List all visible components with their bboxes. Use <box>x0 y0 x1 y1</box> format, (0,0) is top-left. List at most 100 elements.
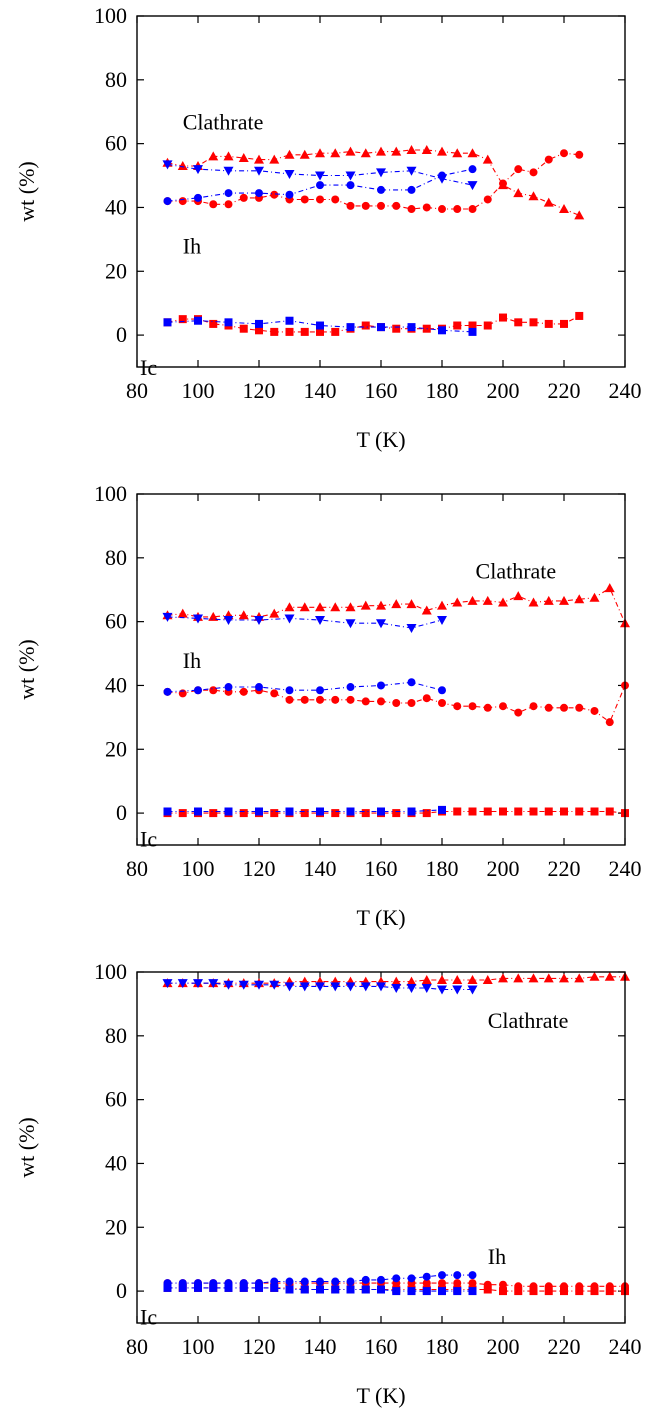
data-point <box>178 809 187 818</box>
data-point <box>193 614 203 624</box>
data-point <box>392 809 401 818</box>
x-tick-label: 200 <box>487 1334 520 1359</box>
series-line <box>167 809 443 813</box>
data-point <box>560 807 568 816</box>
data-point <box>285 327 294 336</box>
x-tick-label: 120 <box>243 856 276 881</box>
data-point <box>392 1287 401 1296</box>
data-point <box>499 1280 507 1289</box>
data-point <box>421 974 432 984</box>
data-point <box>346 201 355 210</box>
data-point <box>346 323 355 332</box>
series-line <box>167 163 473 186</box>
series-4 <box>162 979 478 995</box>
y-tick-label: 80 <box>105 545 127 570</box>
annotation: Clathrate <box>488 1008 569 1033</box>
data-point <box>377 185 385 194</box>
x-tick-label: 120 <box>243 378 276 403</box>
x-tick-label: 200 <box>487 856 520 881</box>
data-point <box>514 708 523 717</box>
data-point <box>468 327 477 336</box>
data-point <box>163 318 172 327</box>
data-point <box>269 608 280 618</box>
data-point <box>559 204 569 214</box>
data-point <box>285 1285 294 1294</box>
data-point <box>391 599 402 609</box>
plot-frame <box>136 493 626 846</box>
annotation: Ic <box>140 827 157 852</box>
data-point <box>300 327 309 336</box>
data-point <box>300 195 309 204</box>
data-point <box>422 1287 431 1296</box>
data-point <box>315 616 325 626</box>
data-point <box>529 1287 538 1296</box>
data-point <box>239 193 248 202</box>
data-point <box>315 602 325 612</box>
series-6 <box>163 805 446 816</box>
data-point <box>575 150 584 159</box>
data-point <box>514 807 523 816</box>
data-point <box>209 686 218 695</box>
series-line <box>167 616 443 629</box>
data-point <box>407 1274 416 1283</box>
data-point <box>209 319 218 328</box>
data-point <box>453 1287 462 1296</box>
annotation: Ih <box>183 234 201 259</box>
data-point <box>238 980 249 990</box>
data-point <box>499 179 507 188</box>
data-point <box>376 619 386 629</box>
data-point <box>514 318 523 327</box>
data-point <box>361 321 370 330</box>
data-point <box>544 319 553 328</box>
series-4 <box>162 612 447 634</box>
data-point <box>482 154 493 164</box>
data-point <box>377 807 385 816</box>
data-point <box>483 807 492 816</box>
x-tick-label: 220 <box>548 1334 581 1359</box>
data-point <box>284 614 295 624</box>
data-point <box>346 1277 355 1286</box>
data-point <box>514 165 523 174</box>
data-point <box>376 168 386 178</box>
y-tick-label: 40 <box>105 672 127 697</box>
data-point <box>224 683 233 692</box>
data-point <box>467 181 478 191</box>
y-axis-label: wt (%) <box>14 161 39 221</box>
x-tick-label: 240 <box>609 1334 642 1359</box>
y-tick-label: 40 <box>105 1150 127 1175</box>
data-point <box>270 1283 279 1292</box>
data-point <box>499 702 507 711</box>
data-point <box>331 1277 340 1286</box>
data-point <box>284 149 295 159</box>
data-point <box>377 1285 385 1294</box>
data-point <box>330 602 341 612</box>
annotation: Clathrate <box>476 559 557 584</box>
data-point <box>422 1279 431 1288</box>
data-point <box>163 687 172 696</box>
data-point <box>162 979 173 989</box>
data-point <box>346 683 355 692</box>
data-point <box>224 189 233 198</box>
series-1 <box>162 583 630 628</box>
data-point <box>437 600 447 610</box>
data-point <box>208 151 219 161</box>
data-point <box>406 145 417 155</box>
data-point <box>421 605 432 615</box>
data-point <box>331 1285 340 1294</box>
data-point <box>346 181 355 190</box>
data-point <box>255 189 263 198</box>
data-point <box>285 695 294 704</box>
data-point <box>468 1279 477 1288</box>
y-tick-label: 40 <box>105 194 127 219</box>
data-point <box>574 594 585 604</box>
data-point <box>560 319 568 328</box>
data-point <box>482 595 493 605</box>
data-point <box>529 168 538 177</box>
data-point <box>331 327 340 336</box>
data-point <box>499 1287 507 1296</box>
data-point <box>407 678 416 687</box>
data-point <box>529 702 538 711</box>
series-5 <box>163 165 477 206</box>
data-point <box>285 190 294 199</box>
data-point <box>438 1287 446 1296</box>
